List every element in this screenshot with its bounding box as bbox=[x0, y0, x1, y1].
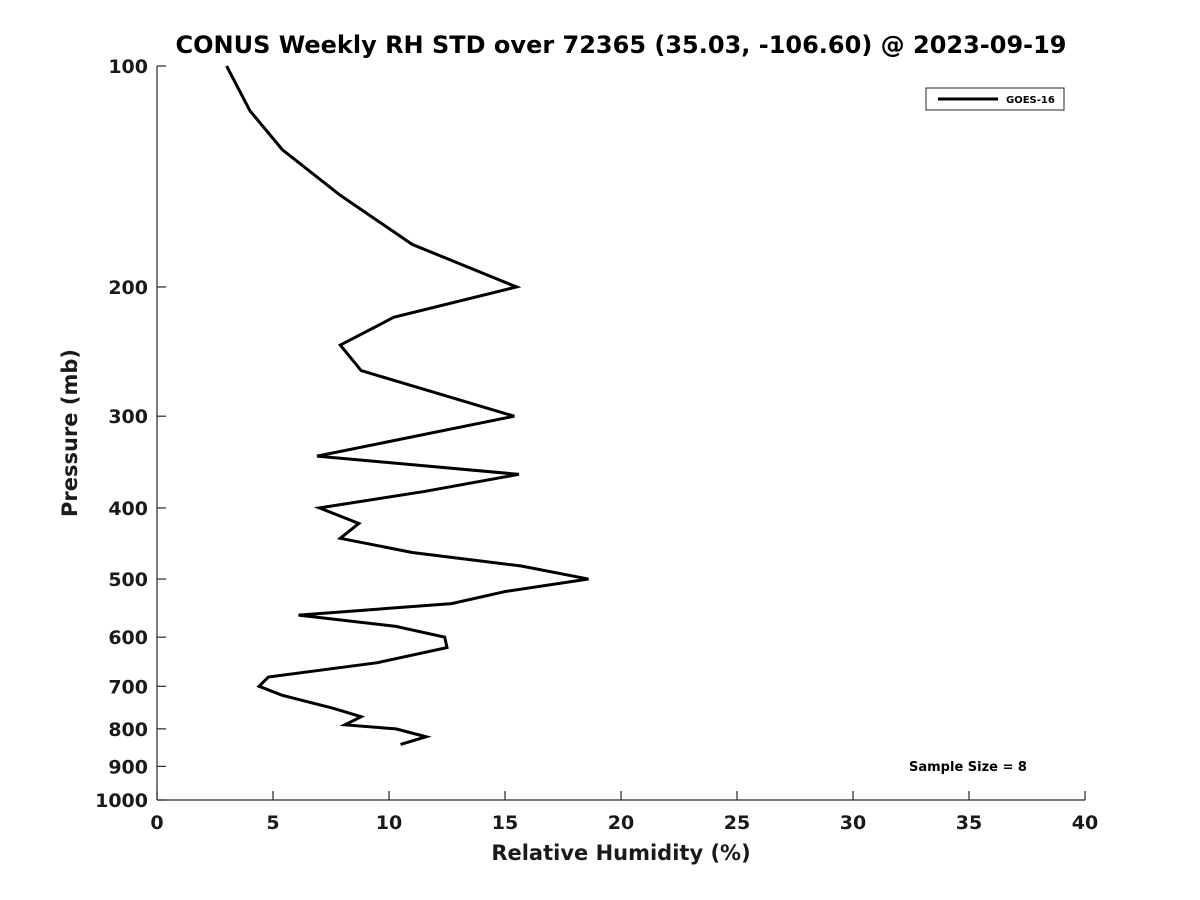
x-tick-label: 15 bbox=[492, 812, 518, 834]
y-ticks: 100 200 300 400 500 600 700 800 900 1000 bbox=[95, 56, 166, 812]
y-tick-label: 900 bbox=[108, 756, 148, 778]
x-tick-label: 30 bbox=[840, 812, 866, 834]
x-tick-label: 0 bbox=[150, 812, 163, 834]
x-tick-label: 5 bbox=[266, 812, 279, 834]
chart-title: CONUS Weekly RH STD over 72365 (35.03, -… bbox=[175, 31, 1066, 59]
plot-area: 0 5 10 15 20 25 30 35 40 100 200 300 400 500 600 700 80… bbox=[95, 56, 1098, 834]
x-tick-label: 10 bbox=[376, 812, 402, 834]
y-tick-label: 700 bbox=[108, 676, 148, 698]
x-tick-label: 35 bbox=[956, 812, 982, 834]
y-tick-label: 1000 bbox=[95, 790, 148, 812]
x-tick-label: 25 bbox=[724, 812, 750, 834]
legend-label-goes-16: GOES-16 bbox=[1006, 95, 1055, 106]
y-tick-label: 300 bbox=[108, 406, 148, 428]
y-tick-label: 500 bbox=[108, 569, 148, 591]
x-tick-label: 40 bbox=[1072, 812, 1098, 834]
y-tick-label: 200 bbox=[108, 277, 148, 299]
x-tick-label: 20 bbox=[608, 812, 634, 834]
y-axis-label: Pressure (mb) bbox=[58, 349, 82, 517]
y-tick-label: 100 bbox=[108, 56, 148, 78]
x-ticks: 0 5 10 15 20 25 30 35 40 bbox=[150, 791, 1098, 834]
sample-size-annotation: Sample Size = 8 bbox=[909, 760, 1027, 775]
series-line-goes-16 bbox=[225, 65, 589, 746]
x-axis-label: Relative Humidity (%) bbox=[491, 841, 750, 865]
legend: GOES-16 bbox=[925, 87, 1065, 111]
y-tick-label: 800 bbox=[108, 719, 148, 741]
series-layer bbox=[225, 65, 589, 746]
y-tick-label: 600 bbox=[108, 627, 148, 649]
y-tick-label: 400 bbox=[108, 498, 148, 520]
